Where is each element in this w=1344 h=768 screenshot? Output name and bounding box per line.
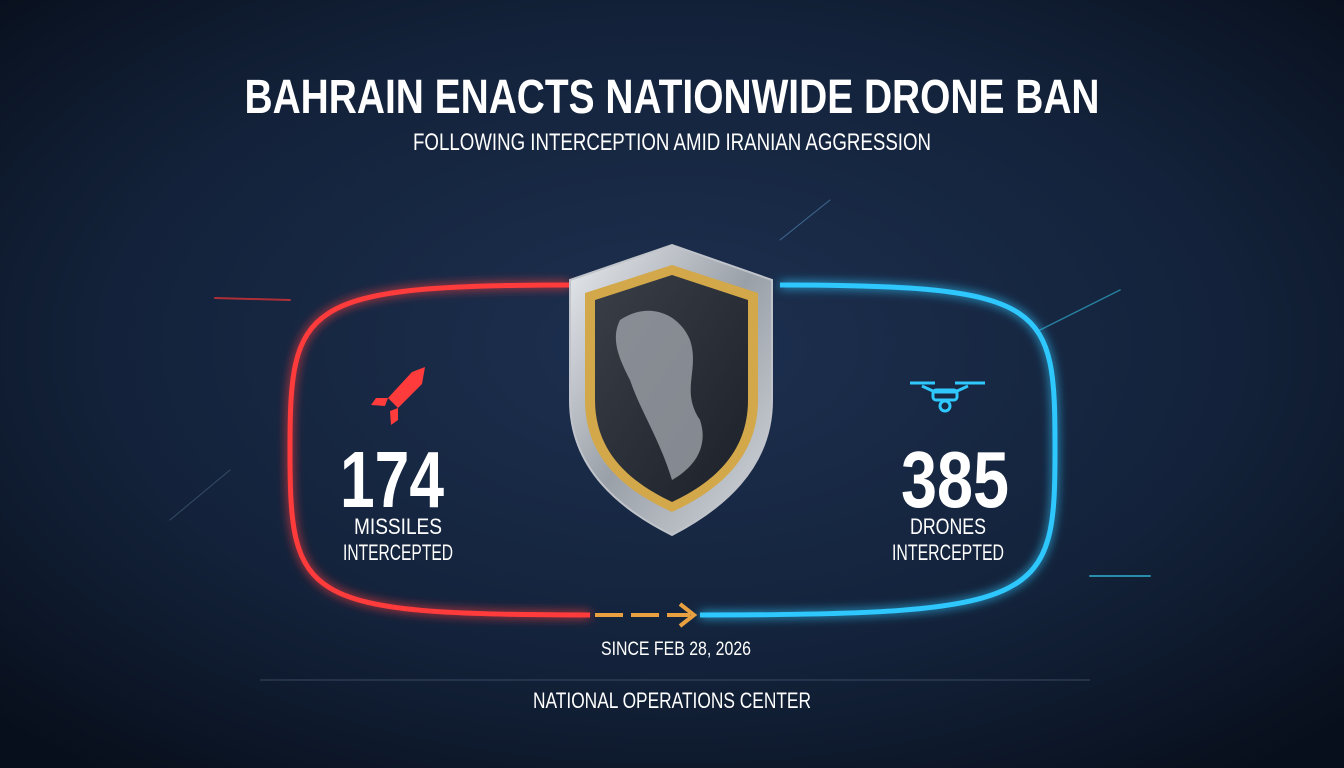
- arrow: [595, 602, 698, 628]
- blue-ring: [699, 282, 1058, 618]
- rocket-icon: [371, 367, 425, 425]
- stat-label: INTERCEPTED: [892, 540, 1004, 565]
- drone-icon: [910, 381, 985, 413]
- streaks: [169, 199, 1151, 577]
- stat-value: 385: [901, 435, 1009, 524]
- shield: [569, 243, 773, 537]
- title: BAHRAIN ENACTS NATIONWIDE DRONE BAN: [245, 71, 1100, 124]
- stat-label: DRONES: [910, 514, 986, 539]
- stat-value: 174: [340, 435, 444, 524]
- since-date: SINCE FEB 28, 2026: [601, 639, 751, 660]
- subtitle: FOLLOWING INTERCEPTION AMID IRANIAN AGGR…: [413, 129, 931, 156]
- stat-label: INTERCEPTED: [343, 540, 453, 565]
- footer: NATIONAL OPERATIONS CENTER: [533, 688, 811, 713]
- red-ring: [287, 282, 591, 618]
- stat-label: MISSILES: [354, 514, 442, 539]
